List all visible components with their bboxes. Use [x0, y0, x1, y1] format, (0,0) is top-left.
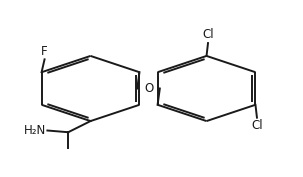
Text: H₂N: H₂N: [24, 124, 46, 137]
Text: Cl: Cl: [251, 119, 263, 132]
Text: Cl: Cl: [202, 28, 214, 41]
Text: O: O: [144, 82, 153, 95]
Text: F: F: [41, 45, 48, 58]
